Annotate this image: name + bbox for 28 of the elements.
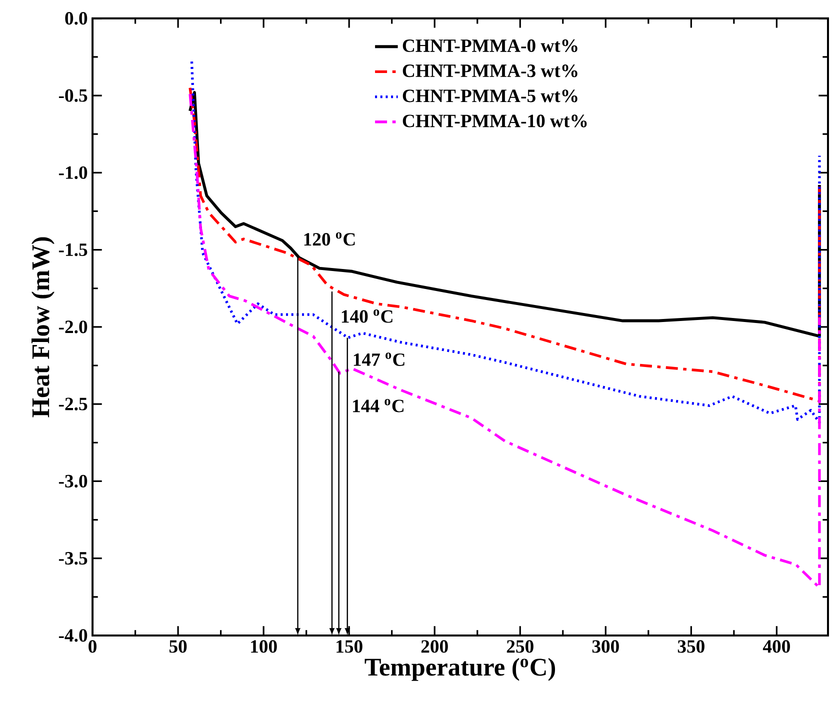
y-tick-label: -2.0 <box>58 320 88 334</box>
x-axis-title: Temperature ($^{o}$C) <box>364 658 556 681</box>
annotation: 120 $^{o}$C <box>304 232 355 246</box>
x-tick-label: 100 <box>251 640 277 653</box>
x-tick-label: 350 <box>678 640 704 653</box>
x-tick-label: 400 <box>762 640 790 653</box>
y-tick-label: -1.0 <box>58 166 88 180</box>
y-tick-label: -3.0 <box>58 474 88 488</box>
legend-label: CHNT-PMMA-5 wt% <box>402 90 578 102</box>
y-tick-label: -2.5 <box>58 398 88 410</box>
y-axis-title: Heat Flow (mW) <box>31 237 54 418</box>
x-tick-label: 0 <box>88 640 96 653</box>
annotation: 140 $^{o}$C <box>342 310 392 323</box>
y-tick-label: -0.5 <box>58 89 88 102</box>
legend-label: CHNT-PMMA-0 wt% <box>402 40 578 52</box>
legend-label: CHNT-PMMA-3 wt% <box>402 64 578 78</box>
x-tick-label: 50 <box>169 640 187 653</box>
x-tick-label: 150 <box>336 640 362 653</box>
y-tick-label: 0.0 <box>65 12 88 25</box>
x-tick-label: 250 <box>506 640 534 653</box>
y-tick-label: -3.5 <box>58 552 88 565</box>
annotation: 144 $^{o}$C <box>353 399 404 412</box>
x-tick-label: 200 <box>421 640 448 653</box>
x-tick-label: 300 <box>592 640 619 653</box>
y-tick-label: -1.5 <box>58 244 88 256</box>
y-tick-label: -4.0 <box>58 629 88 642</box>
legend-label: CHNT-PMMA-10 wt% <box>402 114 587 128</box>
annotation: 147 $^{o}$C <box>354 352 404 366</box>
